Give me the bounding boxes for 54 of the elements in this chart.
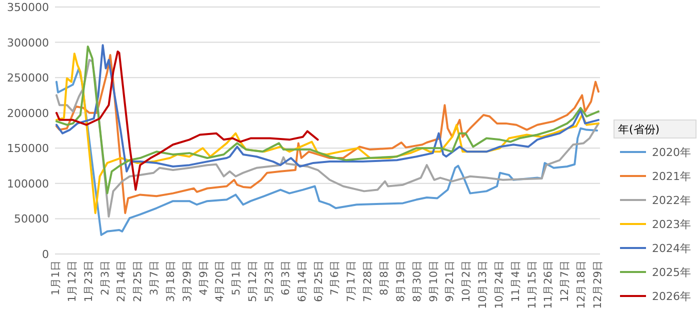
x-tick-label: 4月20日: [214, 260, 226, 302]
x-tick-label: 9月10日: [428, 260, 440, 302]
x-tick-label: 9月21日: [444, 260, 456, 302]
line-series: [55, 67, 598, 236]
legend-label: 2026年: [652, 290, 691, 303]
x-tick-label: 12月7日: [559, 260, 572, 302]
y-tick-label: 350000: [7, 1, 49, 14]
x-tick-label: 4月9日: [198, 260, 210, 296]
x-tick-label: 5月1日: [230, 260, 243, 296]
x-tick-label: 7月6日: [329, 260, 342, 296]
legend-title: 年(省份): [618, 123, 660, 136]
x-tick-label: 10月2日: [460, 260, 473, 302]
x-tick-label: 11月4日: [510, 260, 522, 302]
x-tick-label: 2月3日: [99, 260, 112, 296]
x-tick-label: 3月29日: [181, 260, 194, 302]
x-tick-label: 1月23日: [82, 260, 95, 302]
x-tick-label: 12月18日: [576, 260, 588, 309]
line-series: [55, 44, 600, 172]
y-tick-label: 300000: [7, 36, 49, 50]
x-tick-label: 11月26日: [542, 260, 555, 309]
x-tick-label: 7月17日: [346, 260, 358, 302]
y-tick-label: 250000: [7, 72, 49, 85]
x-tick-label: 1月1日: [50, 260, 62, 296]
x-tick-label: 11月15日: [526, 260, 538, 309]
x-tick-label: 12月29日: [592, 260, 604, 309]
y-tick-label: 100000: [7, 177, 49, 190]
x-tick-label: 6月3日: [280, 260, 292, 296]
x-tick-label: 10月13日: [477, 260, 490, 309]
x-tick-label: 8月19日: [394, 260, 407, 302]
x-tick-label: 8月8日: [378, 260, 390, 296]
line-series: [55, 50, 319, 191]
x-tick-label: 6月14日: [296, 260, 308, 302]
x-tick-label: 5月23日: [264, 260, 276, 302]
x-tick-label: 8月30日: [411, 260, 424, 302]
legend-label: 2024年: [652, 242, 691, 255]
x-tick-label: 2月25日: [132, 260, 144, 302]
x-tick-label: 1月12日: [66, 260, 78, 302]
x-tick-label: 6月25日: [312, 260, 325, 302]
y-tick-label: 50000: [14, 212, 49, 226]
legend-label: 2021年: [652, 170, 691, 183]
y-tick-label: 0: [42, 248, 49, 261]
legend-label: 2023年: [652, 218, 691, 231]
x-tick-label: 7月28日: [362, 260, 374, 302]
y-tick-label: 150000: [7, 142, 49, 156]
x-tick-label: 5月12日: [247, 260, 260, 302]
x-tick-label: 2月14日: [116, 260, 128, 302]
x-tick-label: 3月18日: [164, 260, 177, 302]
x-tick-label: 10月24日: [493, 260, 506, 309]
legend-label: 2022年: [652, 194, 691, 207]
line-series: [55, 46, 600, 194]
legend-label: 2020年: [652, 146, 691, 159]
x-tick-label: 3月7日: [148, 260, 161, 296]
y-tick-label: 200000: [7, 106, 49, 120]
legend-label: 2025年: [652, 266, 691, 279]
